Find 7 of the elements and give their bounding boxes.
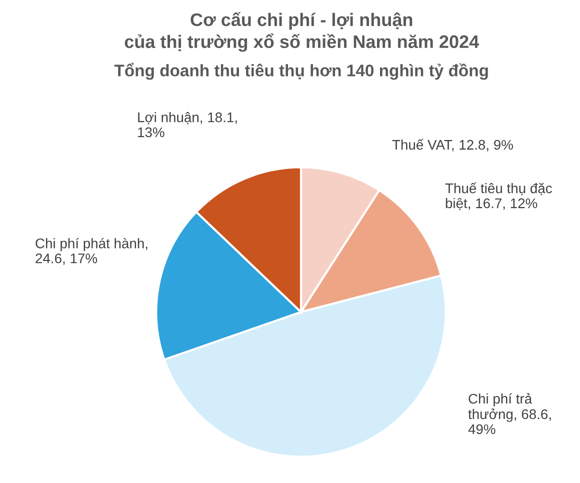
slice-label: Thuế tiêu thụ đặc biệt, 16.7, 12% [445,182,552,210]
chart-title: Cơ cấu chi phí - lợi nhuận của thị trường xổ số miền Nam năm 2024 [124,12,480,52]
slice-label: Chi phí phát hành, 24.6, 17% [36,238,148,265]
chart-subtitle: Tổng doanh thu tiêu thụ hơn 140 nghìn tỷ đồng [114,62,488,80]
slice-label: Lợi nhuận, 18.1, 13% [138,112,237,138]
slice-label: Thuế VAT, 12.8, 9% [392,138,513,152]
slice-label: Chi phí trả thưởng, 68.6, 49% [468,393,551,434]
